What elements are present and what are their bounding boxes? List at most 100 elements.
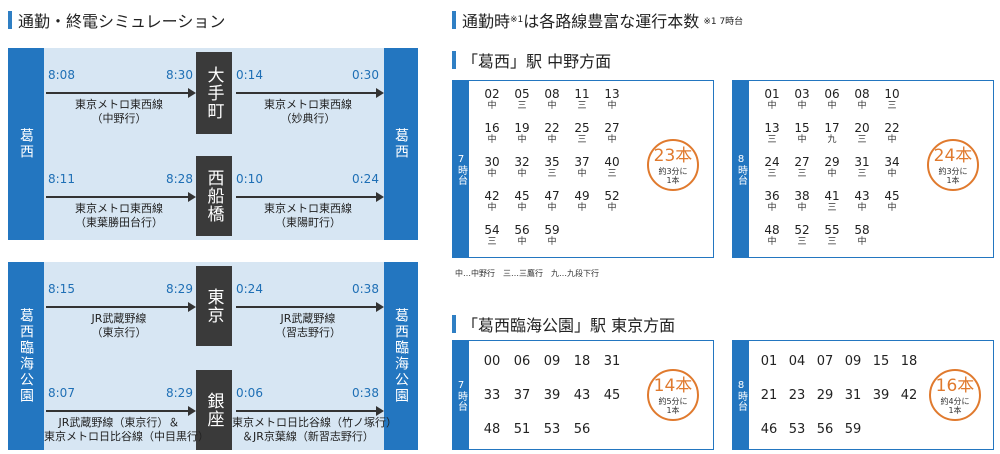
minute: 23 [788,388,806,403]
destination-code: 中 [487,135,497,145]
minute: 30 [484,155,500,169]
transfer-station-name: 銀座 [203,392,224,428]
minute: 45 [884,189,900,203]
destination-code: 中 [487,101,497,111]
departure-minute: 24 三 [757,155,787,180]
destination-code: 中 [767,203,777,213]
route-name: 東京メトロ東西線 （中野行） [44,98,194,126]
minute: 06 [513,354,531,369]
departure-minute: 27 中 [597,121,627,146]
route-name: JR武蔵野線（東京行）＆ 東京メトロ日比谷線（中目黒行） [44,416,209,444]
route-line: （東京行） [91,326,147,339]
destination-code: 三 [827,237,837,247]
minute: 03 [794,87,810,101]
destination-code: 中 [487,169,497,179]
destination-code: 中 [577,169,587,179]
departure-minute: 07 [811,355,839,369]
departure-minute: 04 [783,355,811,369]
route-name: JR武蔵野線 （東京行） [44,312,194,340]
departure-minute: 19 中 [507,121,537,146]
departure-minute: 45 中 [507,189,537,214]
minute: 18 [573,354,591,369]
minute: 41 [824,189,840,203]
train-count-badge: 16本 約4分に 1本 [929,369,981,421]
destination-code: 中 [767,237,777,247]
route-line: JR武蔵野線 [91,312,147,325]
departure-minute: 42 中 [477,189,507,214]
departure-minute: 56 [567,423,597,437]
destination-code: 三 [547,169,557,179]
departure-minute: 38 中 [787,189,817,214]
per-text: 1本 [948,406,962,415]
route-line: （妙典行） [280,112,336,125]
destination-code: 中 [857,101,867,111]
departure-minute: 08 中 [537,87,567,112]
minute: 32 [514,155,530,169]
minute: 56 [573,422,591,437]
departure-minute: 22 中 [877,121,907,146]
minute: 35 [544,155,560,169]
minute: 36 [764,189,780,203]
section-kasai-nakano: 「葛西」駅 中野方面 [452,48,611,72]
minute: 59 [544,223,560,237]
departure-minute: 36 中 [757,189,787,214]
train-count: 14本 [653,376,693,396]
destination-code: 中 [517,203,527,213]
transfer-station: 東京 [196,266,232,346]
destination-code: 中 [577,203,587,213]
minute: 18 [900,354,918,369]
destination-code: 三 [517,101,527,111]
minute: 48 [764,223,780,237]
route-arrow [46,302,196,312]
minute: 02 [484,87,500,101]
destination-code: 中 [827,101,837,111]
minute: 04 [788,354,806,369]
minute: 47 [544,189,560,203]
transfer-station: 銀座 [196,370,232,450]
departure-minute: 35 三 [537,155,567,180]
minute: 27 [604,121,620,135]
departure-minute: 29 中 [817,155,847,180]
departure-minute: 15 中 [787,121,817,146]
departure-minute: 55 三 [817,223,847,248]
departure-minute: 59 中 [537,223,567,248]
transfer-station: 大手町 [196,52,232,134]
start-station-rinkai: 葛西臨海公園 [8,262,44,450]
timetable: 7時台 00 06 09 18 31 33 37 39 43 45 48 51 53 56 14本 約5分に 1本 [452,340,714,450]
departure-minute: 39 [867,389,895,403]
route-line: 東京メトロ東西線 [264,98,352,111]
route-line: JR武蔵野線（東京行）＆ [58,416,180,429]
departure-minute: 09 [839,355,867,369]
minute: 24 [764,155,780,169]
route-line: （東陽町行） [275,216,341,229]
destination-code: 三 [827,203,837,213]
timetable: 8時台 01 04 07 09 15 18 21 23 29 31 39 42 46 53 56 59 16本 約4… [732,340,994,450]
departure-minute: 13 中 [597,87,627,112]
destination-code: 中 [517,237,527,247]
minute: 38 [794,189,810,203]
destination-code: 三 [797,169,807,179]
destination-code: 三 [607,169,617,179]
route-arrow [46,88,196,98]
departure-minute: 58 中 [847,223,877,248]
departure-minute: 08 中 [847,87,877,112]
last-route-arrow [236,302,384,312]
minute: 22 [544,121,560,135]
departure-minute: 59 [839,423,867,437]
minute: 56 [514,223,530,237]
minute: 53 [788,422,806,437]
departure-minute: 41 三 [817,189,847,214]
last-route-arrow [236,192,384,202]
departure-minute: 47 中 [537,189,567,214]
departure-minute: 37 中 [567,155,597,180]
departure-minute: 22 中 [537,121,567,146]
per-text: 1本 [666,406,680,415]
end-station-kasai: 葛西 [384,48,418,240]
departure-minute: 56 [811,423,839,437]
transfer-station-name: 大手町 [203,66,224,120]
minute: 29 [824,155,840,169]
departure-minute: 01 中 [757,87,787,112]
destination-code: 中 [887,135,897,145]
minute: 29 [816,388,834,403]
departure-minute: 13 三 [757,121,787,146]
